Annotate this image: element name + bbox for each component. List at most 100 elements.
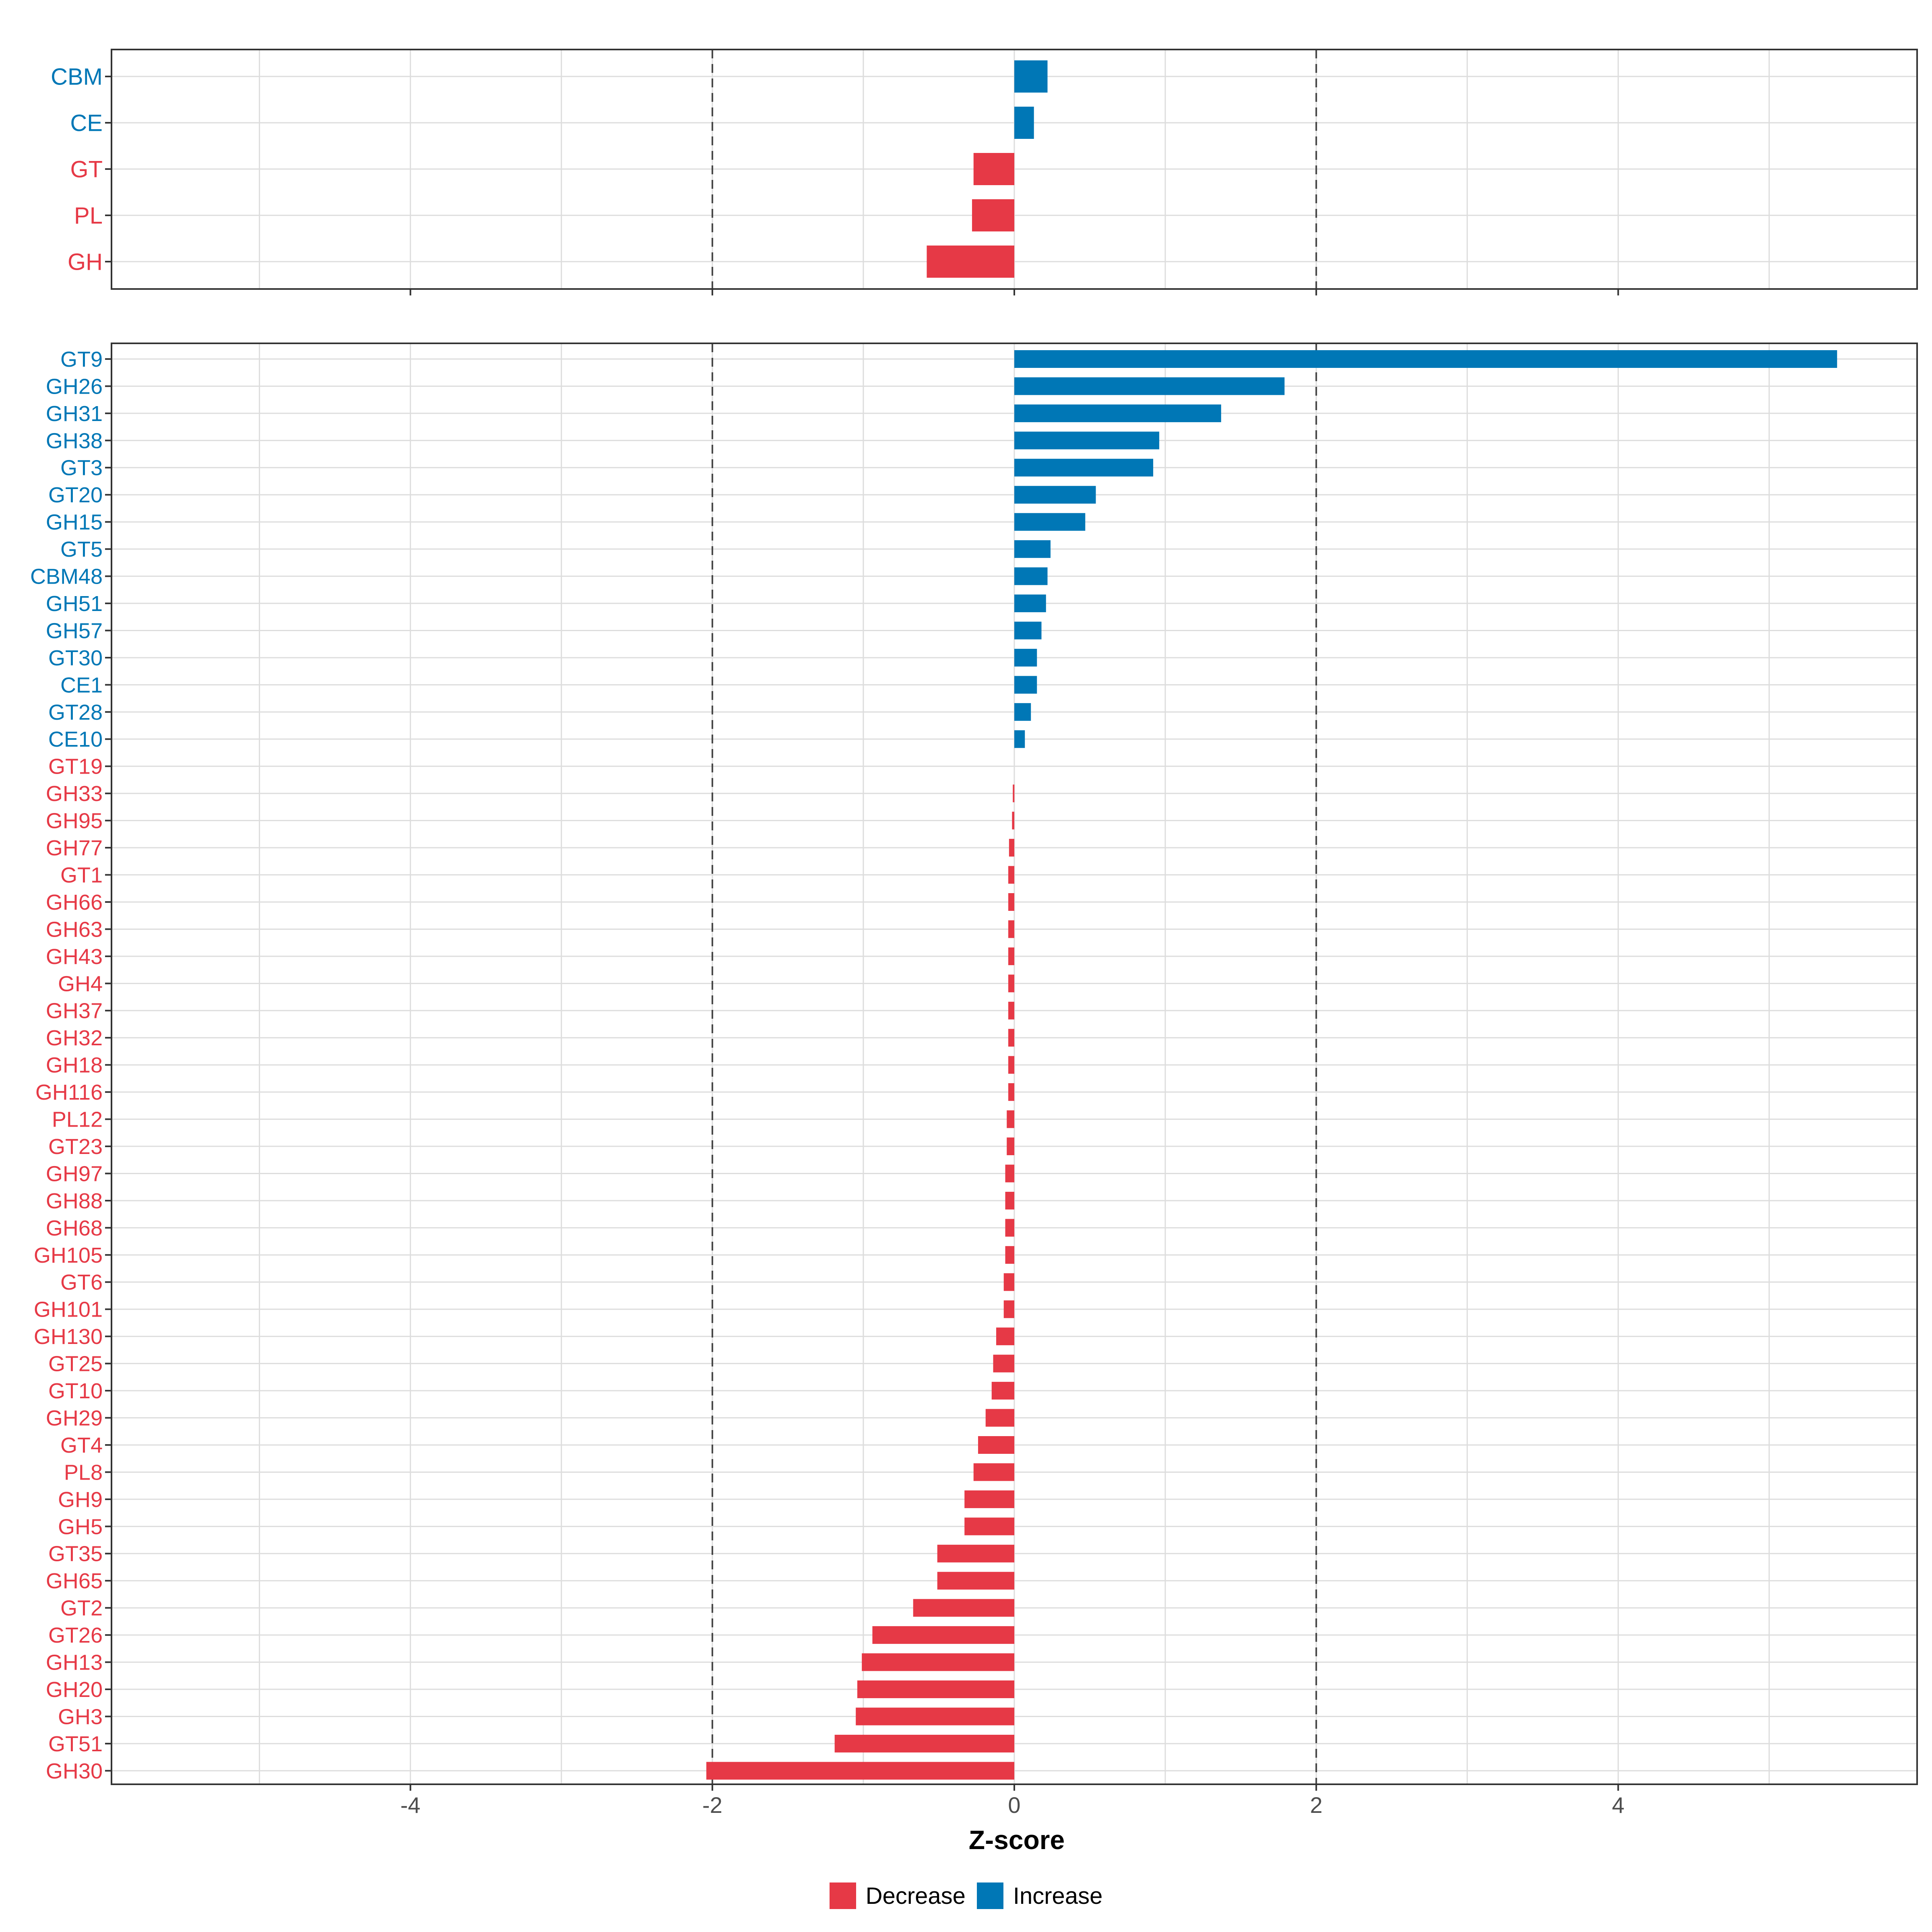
x-tick-label: 0 — [1008, 1792, 1020, 1818]
y-label-ce1: CE1 — [60, 673, 103, 697]
bar-gh68 — [1005, 1219, 1014, 1237]
bar-gh105 — [1005, 1246, 1014, 1264]
y-label-gh88: GH88 — [46, 1189, 103, 1213]
x-axis: -4 -2 0 2 4 — [400, 1784, 1624, 1818]
bar-gt28 — [1014, 703, 1031, 721]
y-label-gh105: GH105 — [34, 1243, 103, 1267]
bar-gh31 — [1014, 404, 1221, 422]
bar-gt35 — [937, 1544, 1014, 1563]
y-label-gh26: GH26 — [46, 374, 103, 398]
bar-gt3 — [1014, 458, 1154, 477]
bar-gh29 — [985, 1409, 1014, 1427]
y-label-gt25: GT25 — [48, 1352, 103, 1376]
y-label-gh95: GH95 — [46, 809, 103, 833]
y-label-gh57: GH57 — [46, 619, 103, 643]
bar-ce10 — [1014, 730, 1025, 748]
y-label-pl8: PL8 — [64, 1460, 103, 1484]
y-label-gt35: GT35 — [48, 1542, 103, 1566]
x-axis-title: Z-score — [969, 1825, 1065, 1855]
x-tick-label: 2 — [1310, 1792, 1323, 1818]
bar-gt5 — [1014, 540, 1051, 558]
y-label-gt23: GT23 — [48, 1135, 103, 1159]
y-label-gh32: GH32 — [46, 1026, 103, 1050]
bar-gh32 — [1008, 1029, 1014, 1047]
y-label-gh77: GH77 — [46, 836, 103, 860]
y-label-gh68: GH68 — [46, 1216, 103, 1240]
y-label-gh4: GH4 — [58, 972, 103, 996]
bar-gh95 — [1012, 811, 1014, 830]
bar-gh63 — [1008, 920, 1014, 938]
legend-label-increase: Increase — [1013, 1882, 1103, 1909]
x-tick-label: -4 — [400, 1792, 421, 1818]
y-label-gh31: GH31 — [46, 402, 103, 426]
bar-gh33 — [1013, 784, 1015, 803]
bar-gh — [927, 246, 1014, 278]
y-label-gh13: GH13 — [46, 1651, 103, 1675]
bar-pl8 — [973, 1463, 1014, 1481]
y-label-gt4: GT4 — [60, 1433, 103, 1457]
bar-gt6 — [1003, 1273, 1014, 1291]
legend-swatch-increase — [976, 1882, 1003, 1909]
y-label-gt9: GT9 — [60, 347, 103, 372]
y-label-gh20: GH20 — [46, 1678, 103, 1702]
y-label-gt26: GT26 — [48, 1623, 103, 1647]
y-label-gt5: GT5 — [60, 537, 103, 561]
y-label-gh66: GH66 — [46, 890, 103, 914]
bar-gh5 — [964, 1517, 1014, 1536]
bar-gh38 — [1014, 431, 1160, 450]
bar-gt30 — [1014, 648, 1037, 667]
bar-gh13 — [862, 1653, 1014, 1671]
bar-gh4 — [1008, 974, 1014, 993]
bar-gh43 — [1008, 947, 1014, 965]
bar-gh3 — [856, 1707, 1014, 1726]
y-label-gh29: GH29 — [46, 1406, 103, 1430]
y-label-gh33: GH33 — [46, 782, 103, 806]
y-label-gh65: GH65 — [46, 1569, 103, 1593]
bar-gt — [973, 153, 1014, 185]
bar-gt51 — [834, 1734, 1014, 1752]
bar-gt20 — [1014, 486, 1096, 504]
bar-gt4 — [978, 1436, 1014, 1454]
bar-gh18 — [1008, 1056, 1014, 1074]
legend-label-decrease: Decrease — [865, 1882, 966, 1909]
bar-gh51 — [1014, 594, 1046, 613]
y-label-cbm48: CBM48 — [30, 565, 103, 589]
bar-gh65 — [937, 1572, 1014, 1590]
y-label-gt1: GT1 — [60, 863, 103, 887]
y-label-gt: GT — [70, 156, 103, 182]
legend-swatch-decrease — [829, 1882, 856, 1909]
y-label-pl: PL — [74, 202, 103, 229]
bar-gt10 — [991, 1382, 1014, 1400]
bar-gh9 — [964, 1490, 1014, 1508]
y-label-gh97: GH97 — [46, 1162, 103, 1186]
y-label-gh3: GH3 — [58, 1705, 103, 1729]
bar-ce1 — [1014, 676, 1037, 694]
y-label-gh130: GH130 — [34, 1325, 103, 1349]
bar-gh26 — [1014, 377, 1285, 395]
bar-pl12 — [1007, 1110, 1014, 1128]
y-label-gt51: GT51 — [48, 1732, 103, 1756]
y-label-gh: GH — [68, 249, 103, 275]
y-label-cbm: CBM — [51, 64, 103, 90]
panel-border — [111, 49, 1918, 290]
y-label-gh30: GH30 — [46, 1759, 103, 1783]
bar-cbm — [1014, 60, 1048, 93]
y-label-gh18: GH18 — [46, 1053, 103, 1077]
bar-gh101 — [1003, 1300, 1014, 1318]
bar-gt25 — [993, 1354, 1014, 1373]
y-label-gt30: GT30 — [48, 646, 103, 670]
y-label-gt3: GT3 — [60, 456, 103, 480]
bar-gh97 — [1005, 1164, 1014, 1183]
y-label-gh63: GH63 — [46, 917, 103, 941]
bar-pl — [972, 199, 1014, 231]
y-label-gt6: GT6 — [60, 1270, 103, 1294]
y-label-gt19: GT19 — [48, 755, 103, 779]
y-label-gt20: GT20 — [48, 483, 103, 507]
y-label-pl12: PL12 — [52, 1108, 103, 1132]
bar-gh130 — [996, 1327, 1014, 1346]
y-label-gh51: GH51 — [46, 592, 103, 616]
bar-gh77 — [1009, 839, 1014, 857]
top-panel: CBM CE GT PL GH — [51, 49, 1918, 295]
